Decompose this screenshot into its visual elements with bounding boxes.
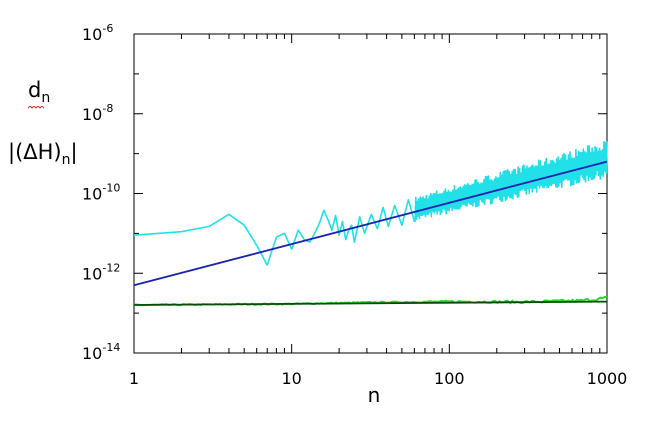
y-tick-label: 10-14 <box>82 341 120 363</box>
series-fit-line <box>133 160 608 287</box>
series-oscillating-line <box>133 140 608 266</box>
y-label2-tail: | <box>70 140 78 164</box>
y-axis-label-dn: dn <box>28 78 50 106</box>
x-tick-label: 100 <box>434 369 465 388</box>
y-tick-label: 10-6 <box>82 22 113 44</box>
series <box>133 140 608 307</box>
y-label2-main: |(ΔH) <box>8 140 62 164</box>
x-tick-label: 1000 <box>587 369 628 388</box>
x-tick-label: 10 <box>281 369 301 388</box>
x-tick-labels: 1 10 100 1000 <box>129 369 627 388</box>
x-tick-label: 1 <box>129 369 139 388</box>
y-label-main: d <box>28 78 42 102</box>
y-label-sub: n <box>41 90 51 107</box>
y-label2-sub: n <box>61 152 71 169</box>
y-tick-label: 10-12 <box>82 261 120 283</box>
y-axis-label-dh: |(ΔH)n| <box>8 140 78 168</box>
series-fit-line <box>133 300 608 306</box>
y-tick-labels: 10-6 10-8 10-10 10-12 10-14 <box>82 22 120 363</box>
y-tick-label: 10-8 <box>82 102 113 124</box>
x-axis-label: n <box>368 383 381 407</box>
y-tick-label: 10-10 <box>82 182 120 204</box>
spellcheck-underline <box>28 106 44 109</box>
ticks <box>133 33 607 354</box>
